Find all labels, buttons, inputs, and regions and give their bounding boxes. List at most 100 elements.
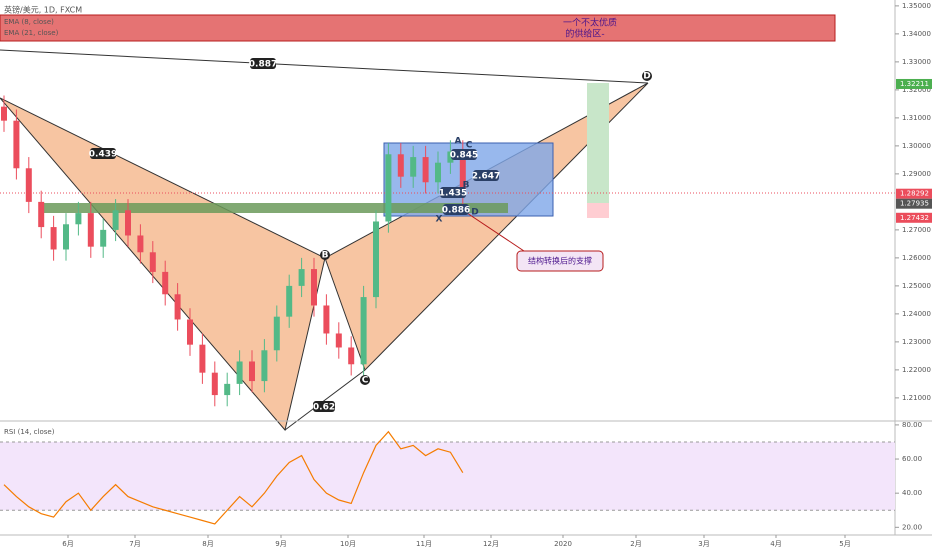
candle-body bbox=[100, 229, 107, 247]
candle-body bbox=[323, 305, 330, 334]
rsi-band-fill bbox=[0, 441, 895, 511]
x-tick-label: 5月 bbox=[839, 540, 850, 548]
price-tag bbox=[896, 198, 932, 209]
candle-body bbox=[162, 271, 169, 295]
candle-body bbox=[149, 252, 156, 272]
candle-body bbox=[286, 285, 293, 317]
y-tick-label: 1.29000 bbox=[902, 170, 931, 178]
candle-body bbox=[435, 162, 441, 183]
y-tick-label: 1.21000 bbox=[902, 394, 931, 402]
y-tick-label: 1.33000 bbox=[902, 58, 931, 66]
candle-body bbox=[63, 224, 69, 250]
rsi-line bbox=[3, 430, 464, 525]
candle-body bbox=[50, 227, 57, 250]
y-tick-label: 80.00 bbox=[902, 421, 922, 429]
callout-box bbox=[516, 250, 604, 272]
candle-body bbox=[422, 157, 429, 183]
y-tick-label: 40.00 bbox=[902, 489, 922, 497]
ratio-label: 0.845 bbox=[450, 151, 478, 161]
point-label: A bbox=[455, 137, 462, 147]
label-bg bbox=[451, 149, 477, 160]
candle-body bbox=[75, 213, 82, 225]
zone-text: 的供给区- bbox=[565, 28, 604, 40]
x-tick-label: 4月 bbox=[770, 540, 781, 548]
candle-body bbox=[273, 316, 280, 351]
y-tick-label: 1.27000 bbox=[902, 226, 931, 234]
y-tick-label: 20.00 bbox=[902, 523, 922, 531]
label-bg bbox=[473, 170, 499, 181]
ratio-label: 0.439 bbox=[89, 150, 117, 160]
point-bg bbox=[360, 375, 370, 385]
point-label: C bbox=[466, 141, 473, 151]
y-tick-label: 1.24000 bbox=[902, 310, 931, 318]
point-label: C bbox=[362, 376, 369, 386]
support-band bbox=[40, 203, 508, 213]
candle-body bbox=[348, 347, 355, 365]
long-target bbox=[587, 83, 609, 203]
indicator: EMA (8, close) bbox=[4, 18, 54, 26]
label-bg bbox=[440, 187, 466, 198]
y-tick-label: 1.22000 bbox=[902, 366, 931, 374]
x-tick-label: 2月 bbox=[630, 540, 641, 548]
candle-body bbox=[87, 213, 94, 247]
price-tag-label: 1.27432 bbox=[900, 214, 929, 222]
candle-body bbox=[447, 151, 454, 163]
bd-line bbox=[284, 369, 366, 431]
y-tick-label: 1.34000 bbox=[902, 30, 931, 38]
candle-body bbox=[1, 106, 7, 121]
x-tick-label: 2020 bbox=[554, 540, 572, 548]
label-bg bbox=[90, 148, 116, 159]
y-tick-label: 60.00 bbox=[902, 455, 922, 463]
ratio-label: 0.62 bbox=[313, 403, 335, 413]
point-label: B bbox=[463, 181, 470, 191]
point-label: D bbox=[471, 208, 478, 218]
candle-body bbox=[311, 269, 317, 306]
ratio-labels: 0.887 0.439 0.62 0.845 2.647 1.435 0.886 bbox=[89, 58, 500, 413]
x-tick-label: 8月 bbox=[202, 540, 213, 548]
y-tick-label: 1.26000 bbox=[902, 254, 931, 262]
long-stop bbox=[587, 203, 609, 218]
y-tick-label: 1.31000 bbox=[902, 114, 931, 122]
candle-body bbox=[211, 372, 218, 396]
price-tag-label: 1.28292 bbox=[900, 190, 929, 198]
candle-body bbox=[112, 210, 119, 230]
y-tick-label: 1.23000 bbox=[902, 338, 931, 346]
candles bbox=[1, 95, 466, 407]
point-bg bbox=[642, 71, 652, 81]
price-tag bbox=[896, 78, 932, 89]
candle-body bbox=[224, 383, 231, 396]
candle-body bbox=[360, 297, 367, 365]
xd-line bbox=[0, 49, 649, 84]
y-tick-label: 1.32000 bbox=[902, 86, 931, 94]
point-label: X bbox=[436, 215, 443, 225]
price-tag bbox=[896, 188, 932, 199]
price-tag-label: 1.32211 bbox=[900, 80, 929, 88]
pattern-xab bbox=[0, 97, 326, 432]
x-tick-label: 12月 bbox=[483, 540, 499, 548]
zone-text: 一个不太优质 bbox=[563, 17, 617, 29]
x-tick-label: 3月 bbox=[698, 540, 709, 548]
x-tick-label: 7月 bbox=[129, 540, 140, 548]
candle-body bbox=[397, 154, 404, 177]
ratio-label: 0.886 bbox=[442, 206, 470, 216]
ratio-label: 0.887 bbox=[249, 60, 277, 70]
x-tick-label: 6月 bbox=[62, 540, 73, 548]
candle-body bbox=[298, 269, 305, 286]
label-bg bbox=[313, 401, 335, 412]
candle-body bbox=[459, 151, 466, 197]
candle-body bbox=[410, 157, 417, 177]
y-tick-label: 1.30000 bbox=[902, 142, 931, 150]
x-tick-label: 11月 bbox=[416, 540, 432, 548]
price-tag-label: 1.27935 bbox=[900, 200, 929, 208]
y-tick-label: 1.35000 bbox=[902, 2, 931, 10]
symbol: 英镑/美元, 1D, FXCM bbox=[4, 5, 82, 15]
ratio-label: 2.647 bbox=[472, 172, 500, 182]
y-tick-label: 1.25000 bbox=[902, 282, 931, 290]
candle-body bbox=[125, 210, 131, 236]
callout-text: 结构转换后的支撑 bbox=[528, 256, 592, 266]
x-tick-label: 10月 bbox=[340, 540, 356, 548]
price-tag bbox=[896, 212, 932, 223]
candle-body bbox=[236, 361, 243, 384]
candle-body bbox=[187, 319, 193, 345]
